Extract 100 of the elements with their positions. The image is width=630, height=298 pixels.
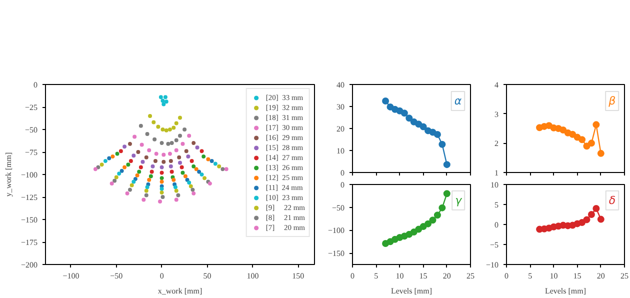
point — [125, 191, 130, 196]
y-tick-label: 3 — [494, 110, 498, 119]
point — [578, 219, 586, 226]
point — [168, 159, 173, 163]
y-tick-label: −125 — [20, 193, 38, 202]
y-tick-label: 1 — [494, 168, 498, 178]
y-tick-label: −25 — [24, 103, 38, 112]
point — [180, 170, 185, 175]
y-tick-label: −150 — [20, 216, 38, 224]
x-tick-label: 0 — [504, 272, 508, 280]
point — [140, 160, 145, 164]
point — [100, 162, 104, 167]
point — [213, 162, 218, 166]
x-axis-title: Levels [mm] — [390, 286, 432, 296]
point — [107, 156, 112, 160]
point — [188, 184, 193, 188]
point — [115, 152, 120, 156]
point — [424, 220, 432, 228]
point — [569, 130, 576, 138]
point — [160, 190, 164, 194]
annotation: β — [608, 94, 616, 108]
point — [202, 154, 206, 158]
point — [194, 167, 198, 172]
point — [172, 178, 176, 182]
point — [182, 128, 187, 132]
point — [160, 98, 165, 103]
annotation: γ — [455, 194, 462, 207]
x-tick-label: 150 — [292, 272, 304, 280]
y-tick-label: 0 — [340, 180, 344, 190]
x-tick-label: −100 — [62, 272, 80, 280]
point — [192, 164, 196, 168]
y-tick-label: 4 — [494, 80, 498, 90]
point — [588, 211, 595, 218]
point — [202, 176, 207, 180]
y-tick-label: −150 — [328, 249, 345, 258]
x-tick-label: 10 — [396, 272, 404, 280]
x-tick-label: 25 — [620, 272, 628, 280]
point — [400, 110, 408, 117]
point — [160, 186, 164, 191]
point — [592, 205, 600, 212]
point — [170, 141, 174, 145]
point — [174, 148, 178, 152]
point — [138, 124, 143, 128]
y-tick-label: 40 — [336, 80, 344, 90]
x-tick-label: 10 — [550, 272, 558, 280]
y-tick-label: −175 — [20, 238, 38, 247]
point — [429, 216, 436, 224]
annotation: δ — [608, 194, 616, 207]
point — [406, 114, 413, 122]
point — [190, 188, 195, 192]
x-tick-label: 15 — [419, 272, 428, 280]
point — [128, 188, 132, 192]
point — [158, 200, 162, 204]
y-tick-label: −10 — [486, 260, 499, 270]
point — [178, 116, 182, 120]
point — [176, 193, 180, 198]
y-tick-label: −75 — [24, 148, 38, 157]
point — [154, 152, 158, 156]
point — [135, 173, 140, 178]
point — [420, 123, 427, 130]
point — [195, 146, 200, 150]
point — [160, 165, 164, 170]
point — [153, 159, 158, 163]
point — [187, 180, 192, 185]
point — [178, 134, 182, 138]
point — [132, 134, 137, 139]
y-tick-label: 0 — [494, 220, 498, 230]
point — [140, 142, 144, 147]
point — [138, 165, 143, 170]
point — [147, 148, 152, 152]
point — [166, 142, 170, 146]
point — [217, 164, 222, 168]
point — [592, 121, 600, 128]
point — [180, 165, 184, 170]
point — [145, 132, 150, 136]
point — [93, 167, 98, 172]
point — [130, 183, 134, 188]
point — [150, 170, 154, 174]
y-tick-label: 10 — [490, 180, 498, 190]
annotation: α — [454, 94, 462, 108]
point — [197, 170, 202, 174]
point — [160, 141, 164, 145]
point — [210, 159, 214, 163]
point — [192, 141, 196, 145]
point — [160, 180, 164, 184]
point — [144, 193, 148, 198]
y-tick-label: −5 — [490, 240, 499, 250]
point — [144, 155, 148, 160]
point — [128, 159, 133, 163]
point — [174, 138, 178, 142]
point — [597, 216, 604, 223]
point — [163, 95, 168, 100]
point — [183, 174, 188, 178]
y-axis-title: y_work [mm] — [4, 152, 13, 197]
x-tick-label: 25 — [466, 272, 474, 280]
point — [158, 95, 163, 100]
x-tick-label: 0 — [160, 272, 164, 280]
y-tick-label: −200 — [20, 260, 38, 270]
point — [438, 140, 446, 148]
point — [583, 216, 590, 224]
